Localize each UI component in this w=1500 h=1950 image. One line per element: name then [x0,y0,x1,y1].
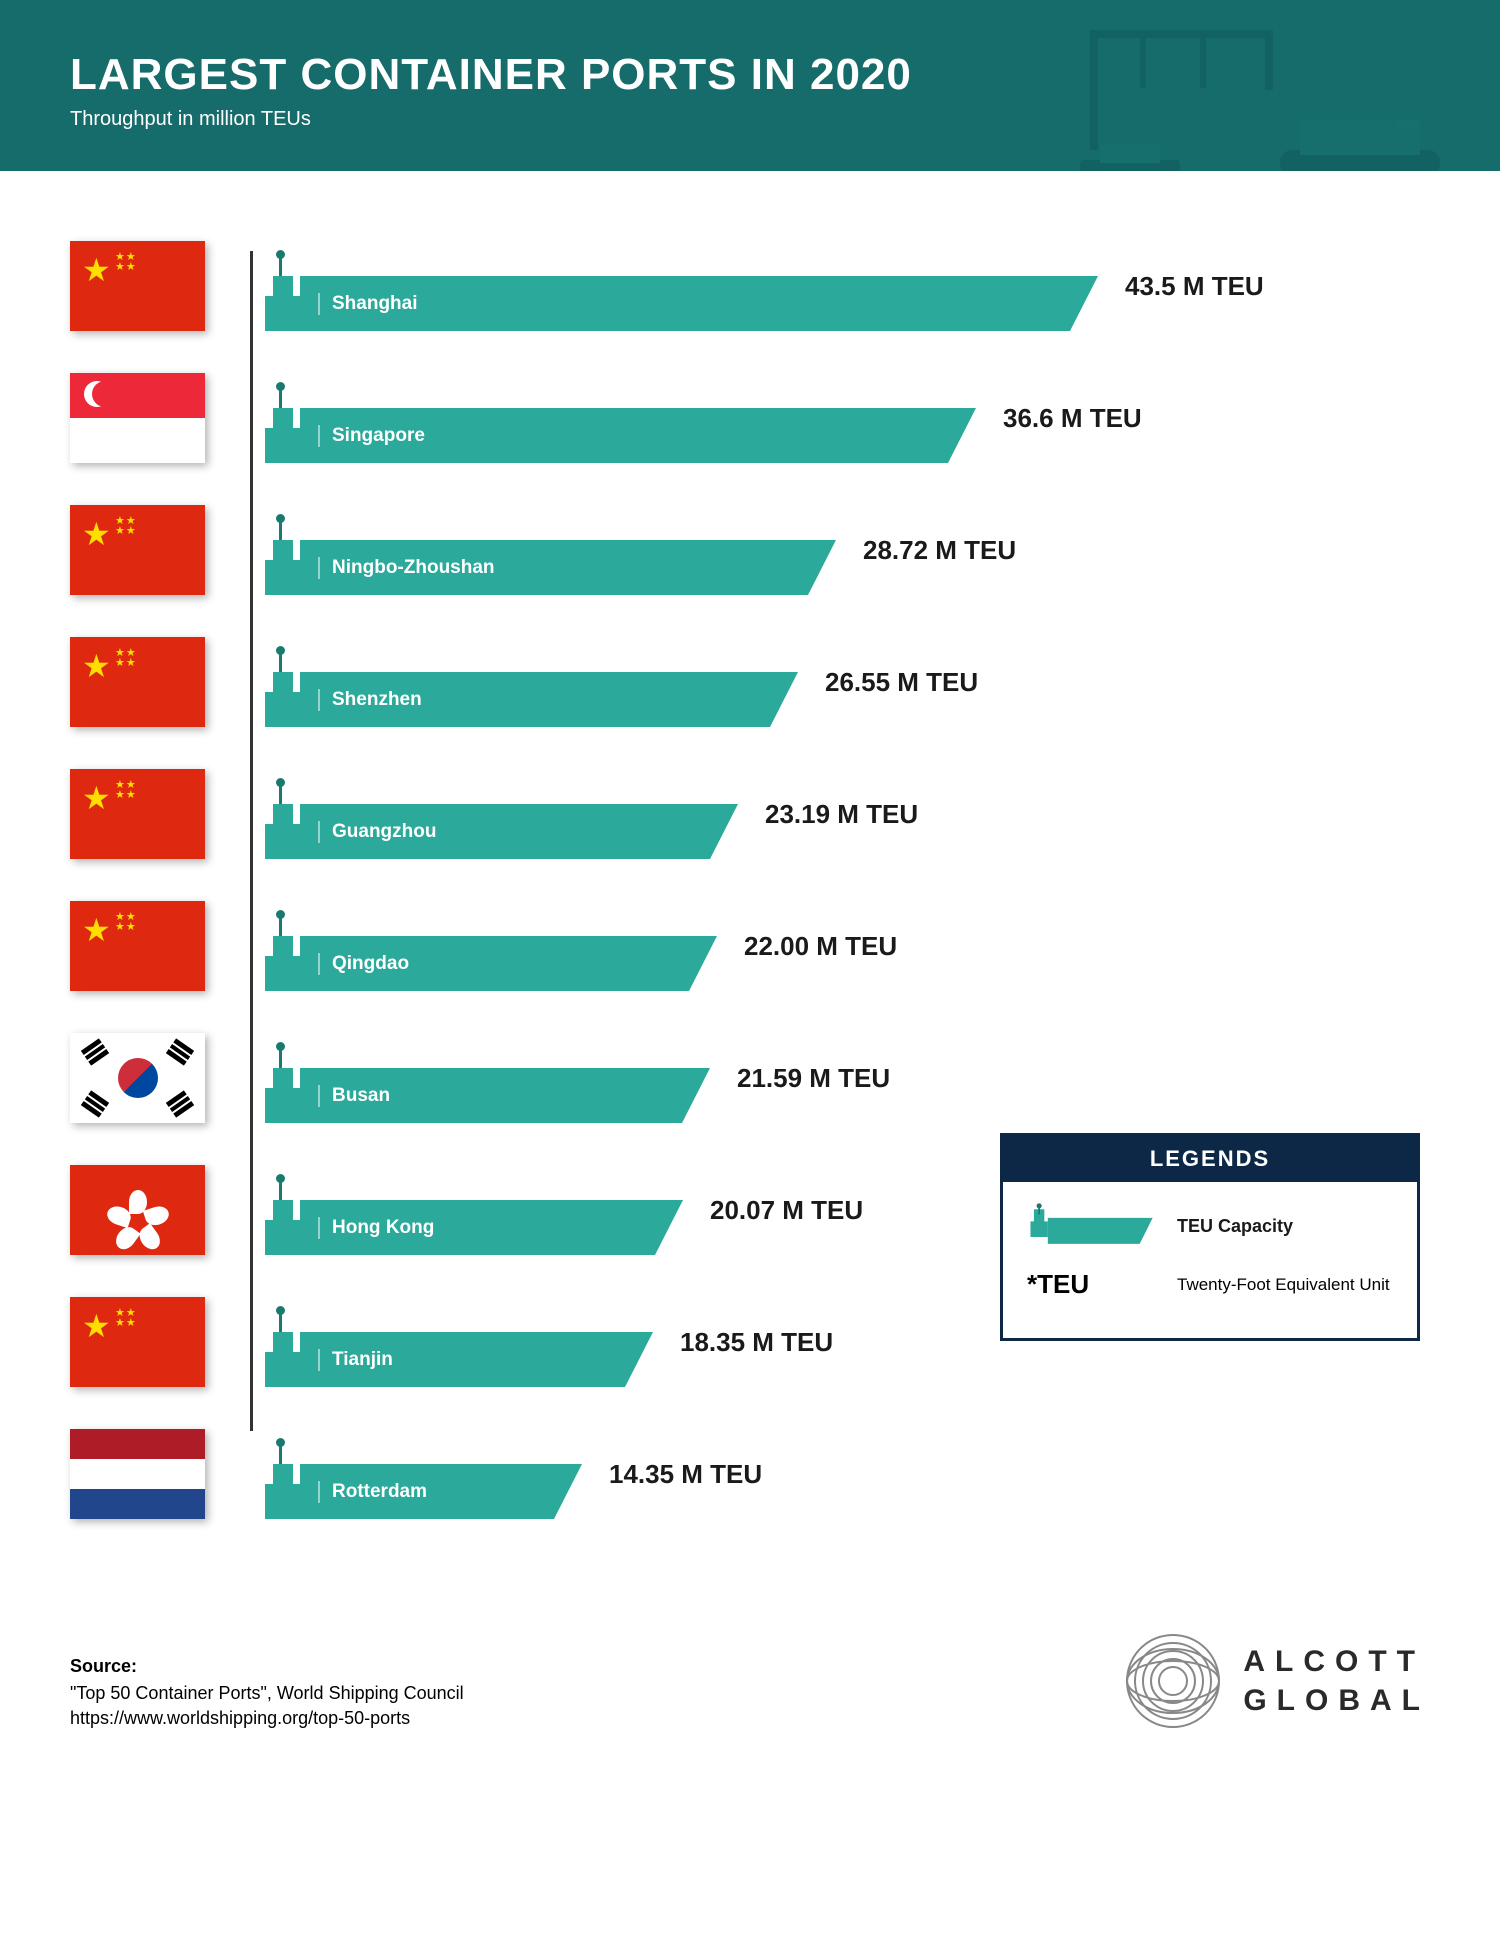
ship-hull: Busan [300,1068,682,1123]
port-name: Guangzhou [318,821,436,843]
port-name: Qingdao [318,953,409,975]
port-value: 14.35 M TEU [609,1459,762,1490]
port-row: Singapore 36.6 M TEU [70,373,1430,463]
legend-box: LEGENDS TEU Capacity *TEU Twenty-Foot Eq… [1000,1133,1420,1341]
ship-icon: Shanghai [265,241,1070,331]
port-name: Shanghai [318,293,418,315]
ship-bridge-icon [265,246,300,331]
flag-china-icon [70,901,205,991]
port-value: 43.5 M TEU [1125,271,1264,302]
chart-area: Shanghai 43.5 M TEU Singapore 36.6 M TEU Nin… [0,171,1500,1601]
port-row: Shanghai 43.5 M TEU [70,241,1430,331]
legend-title: LEGENDS [1003,1136,1417,1182]
brand-logo-icon [1123,1631,1223,1731]
ship-bar: Qingdao 22.00 M TEU [265,901,1430,991]
footer: Source: "Top 50 Container Ports", World … [0,1601,1500,1791]
ship-bar: Shanghai 43.5 M TEU [265,241,1430,331]
flag-china-icon [70,637,205,727]
source-text-2: https://www.worldshipping.org/top-50-por… [70,1706,464,1731]
ship-hull: Hong Kong [300,1200,655,1255]
port-row: Busan 21.59 M TEU [70,1033,1430,1123]
ship-icon: Shenzhen [265,637,770,727]
ship-icon: Rotterdam [265,1429,554,1519]
port-value: 26.55 M TEU [825,667,978,698]
ship-bar: Shenzhen 26.55 M TEU [265,637,1430,727]
ship-bridge-icon [265,906,300,991]
ship-hull: Rotterdam [300,1464,554,1519]
port-value: 20.07 M TEU [710,1195,863,1226]
brand: ALCOTT GLOBAL [1123,1631,1430,1731]
ship-hull: Singapore [300,408,948,463]
port-value: 23.19 M TEU [765,799,918,830]
flag-china-icon [70,769,205,859]
flag-china-icon [70,1297,205,1387]
ship-hull: Guangzhou [300,804,710,859]
ship-bridge-icon [265,1434,300,1519]
ship-bridge-icon [265,1038,300,1123]
port-illustration-icon [1080,10,1460,171]
port-row: Ningbo-Zhoushan 28.72 M TEU [70,505,1430,595]
ship-bar: Rotterdam 14.35 M TEU [265,1429,1430,1519]
legend-capacity-label: TEU Capacity [1177,1216,1293,1237]
port-value: 28.72 M TEU [863,535,1016,566]
brand-line-2: GLOBAL [1243,1681,1430,1720]
port-name: Shenzhen [318,689,422,711]
ship-bar: Busan 21.59 M TEU [265,1033,1430,1123]
ship-bridge-icon [265,774,300,859]
ship-bridge-icon [265,378,300,463]
ship-bridge-icon [265,510,300,595]
ship-hull: Shanghai [300,276,1070,331]
flag-hongkong-icon [70,1165,205,1255]
port-row: Rotterdam 14.35 M TEU [70,1429,1430,1519]
source-label: Source: [70,1656,464,1677]
port-value: 22.00 M TEU [744,931,897,962]
port-name: Tianjin [318,1349,393,1371]
ship-hull: Ningbo-Zhoushan [300,540,808,595]
legend-row-teu: *TEU Twenty-Foot Equivalent Unit [1027,1269,1393,1300]
port-value: 21.59 M TEU [737,1063,890,1094]
port-value: 18.35 M TEU [680,1327,833,1358]
brand-text: ALCOTT GLOBAL [1243,1642,1430,1720]
ship-hull: Tianjin [300,1332,625,1387]
ship-icon: Hong Kong [265,1165,655,1255]
ship-hull: Qingdao [300,936,689,991]
legend-ship-icon [1027,1202,1177,1251]
ship-icon: Ningbo-Zhoushan [265,505,808,595]
legend-body: TEU Capacity *TEU Twenty-Foot Equivalent… [1003,1182,1417,1338]
axis-divider [250,251,253,1431]
port-name: Busan [318,1085,390,1107]
ship-bridge-icon [265,642,300,727]
flag-singapore-icon [70,373,205,463]
port-name: Singapore [318,425,425,447]
ship-icon: Tianjin [265,1297,625,1387]
flag-korea-icon [70,1033,205,1123]
port-name: Ningbo-Zhoushan [318,557,495,579]
legend-teu-mark: *TEU [1027,1269,1177,1300]
port-row: Qingdao 22.00 M TEU [70,901,1430,991]
brand-line-1: ALCOTT [1243,1642,1430,1681]
ship-bridge-icon [265,1170,300,1255]
ship-bar: Singapore 36.6 M TEU [265,373,1430,463]
legend-row-capacity: TEU Capacity [1027,1202,1393,1251]
flag-china-icon [70,241,205,331]
ship-icon: Qingdao [265,901,689,991]
ship-icon: Guangzhou [265,769,710,859]
flag-netherlands-icon [70,1429,205,1519]
ship-icon: Busan [265,1033,682,1123]
ship-hull: Shenzhen [300,672,770,727]
legend-teu-desc: Twenty-Foot Equivalent Unit [1177,1275,1390,1295]
port-row: Shenzhen 26.55 M TEU [70,637,1430,727]
header: LARGEST CONTAINER PORTS IN 2020 Throughp… [0,0,1500,171]
port-row: Guangzhou 23.19 M TEU [70,769,1430,859]
port-value: 36.6 M TEU [1003,403,1142,434]
ship-bar: Ningbo-Zhoushan 28.72 M TEU [265,505,1430,595]
source-text-1: "Top 50 Container Ports", World Shipping… [70,1681,464,1706]
flag-china-icon [70,505,205,595]
port-name: Rotterdam [318,1481,427,1503]
ship-bar: Guangzhou 23.19 M TEU [265,769,1430,859]
port-name: Hong Kong [318,1217,434,1239]
source-block: Source: "Top 50 Container Ports", World … [70,1656,464,1731]
ship-bridge-icon [265,1302,300,1387]
ship-icon: Singapore [265,373,948,463]
